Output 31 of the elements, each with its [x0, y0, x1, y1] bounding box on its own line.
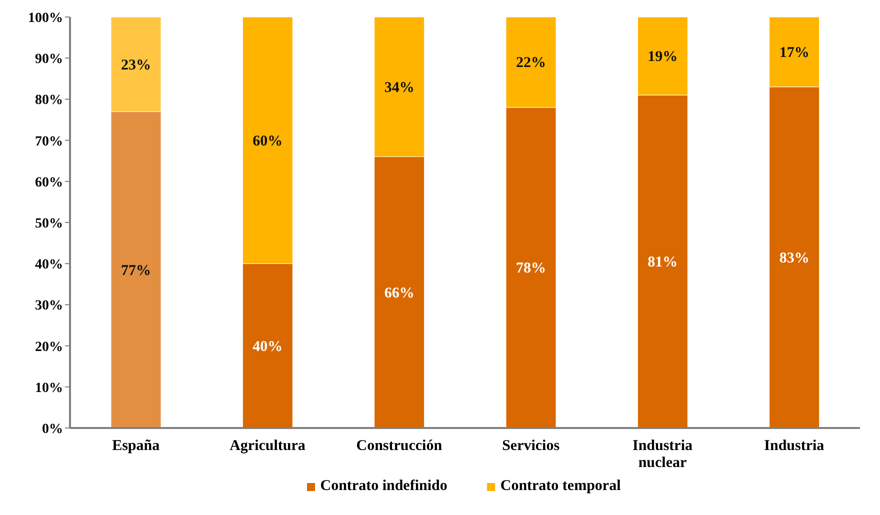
y-tick-label: 30%	[35, 298, 63, 314]
data-label: 66%	[384, 285, 414, 302]
data-label: 78%	[516, 260, 546, 277]
y-tick-label: 40%	[35, 258, 63, 273]
data-label: 34%	[384, 80, 414, 96]
y-tick-label: 0%	[42, 422, 63, 437]
y-tick-label: 80%	[35, 93, 63, 108]
x-tick-label: Agricultura	[230, 438, 306, 454]
x-tick-label: España	[112, 438, 160, 454]
x-tick-label: Construcción	[356, 438, 443, 454]
data-label: 81%	[648, 254, 678, 271]
y-tick-label: 50%	[35, 216, 63, 232]
y-tick-label: 70%	[35, 134, 63, 150]
data-label: 23%	[121, 57, 151, 74]
y-tick-label: 20%	[35, 340, 63, 355]
data-label: 40%	[252, 338, 283, 355]
y-tick-label: 10%	[35, 380, 63, 396]
y-tick-label: 90%	[35, 52, 63, 68]
data-label: 19%	[648, 49, 678, 66]
y-tick-label: 60%	[35, 175, 63, 190]
data-label: 77%	[121, 262, 151, 279]
data-label: 22%	[516, 55, 546, 72]
x-tick-label: Industria	[764, 438, 825, 454]
data-label: 83%	[779, 250, 810, 266]
x-tick-label: Servicios	[502, 438, 560, 454]
data-label: 60%	[252, 133, 283, 150]
legend-label: Contrato indefinido	[320, 478, 448, 495]
legend-label: Contrato temporal	[500, 478, 621, 495]
x-tick-label: Industria nuclear	[632, 438, 694, 471]
y-tick-label: 100%	[28, 10, 63, 26]
data-label: 17%	[779, 44, 810, 61]
